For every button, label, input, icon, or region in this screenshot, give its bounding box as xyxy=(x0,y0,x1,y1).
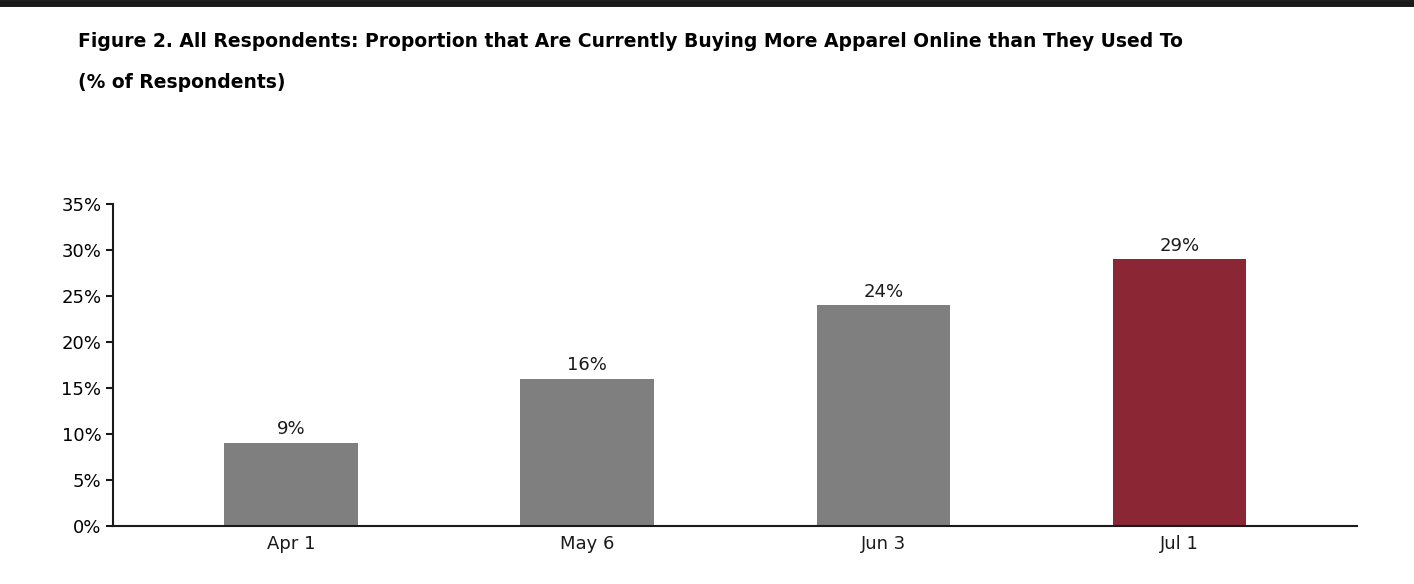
Bar xyxy=(1113,259,1246,526)
Bar xyxy=(520,379,653,526)
Bar xyxy=(225,443,358,526)
Text: 16%: 16% xyxy=(567,356,607,374)
Text: 29%: 29% xyxy=(1159,237,1199,255)
Text: 9%: 9% xyxy=(277,420,305,439)
Text: 24%: 24% xyxy=(864,283,904,301)
Text: (% of Respondents): (% of Respondents) xyxy=(78,73,286,92)
Bar xyxy=(817,305,950,526)
Text: Figure 2. All Respondents: Proportion that Are Currently Buying More Apparel Onl: Figure 2. All Respondents: Proportion th… xyxy=(78,32,1182,51)
